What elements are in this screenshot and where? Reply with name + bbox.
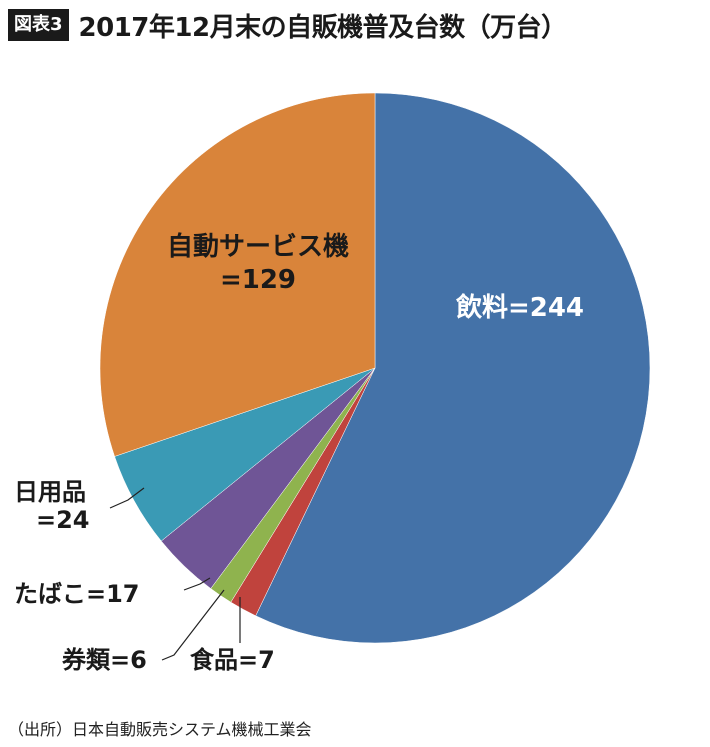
leader-line-nichiyohin [109,487,145,509]
pie-slice-5 [99,92,376,457]
leader-lines [109,487,241,661]
slice-label-nichiyohin-value: =24 [36,506,90,534]
leader-line-kenrui [161,589,225,661]
slice-label-jido-service-value: =129 [220,265,296,295]
slice-label-nichiyohin-name: 日用品 [14,478,86,506]
chart-header: 図表3 2017年12月末の自販機普及台数（万台） [8,8,568,43]
slice-label-inryo: 飲料=244 [455,292,584,323]
pie-slices [99,92,651,644]
source-note: （出所）日本自動販売システム機械工業会 [8,720,312,739]
slice-label-jido-service-name: 自動サービス機 [167,231,349,262]
slice-label-tabako: たばこ=17 [14,580,140,608]
slice-label-shokuhin: 食品=7 [190,646,275,674]
figure-badge: 図表3 [8,9,69,41]
pie-slice-0 [255,92,651,644]
slice-label-kenrui: 券類=6 [62,646,147,674]
chart-title: 2017年12月末の自販機普及台数（万台） [78,12,568,43]
leader-line-tabako [183,577,211,591]
